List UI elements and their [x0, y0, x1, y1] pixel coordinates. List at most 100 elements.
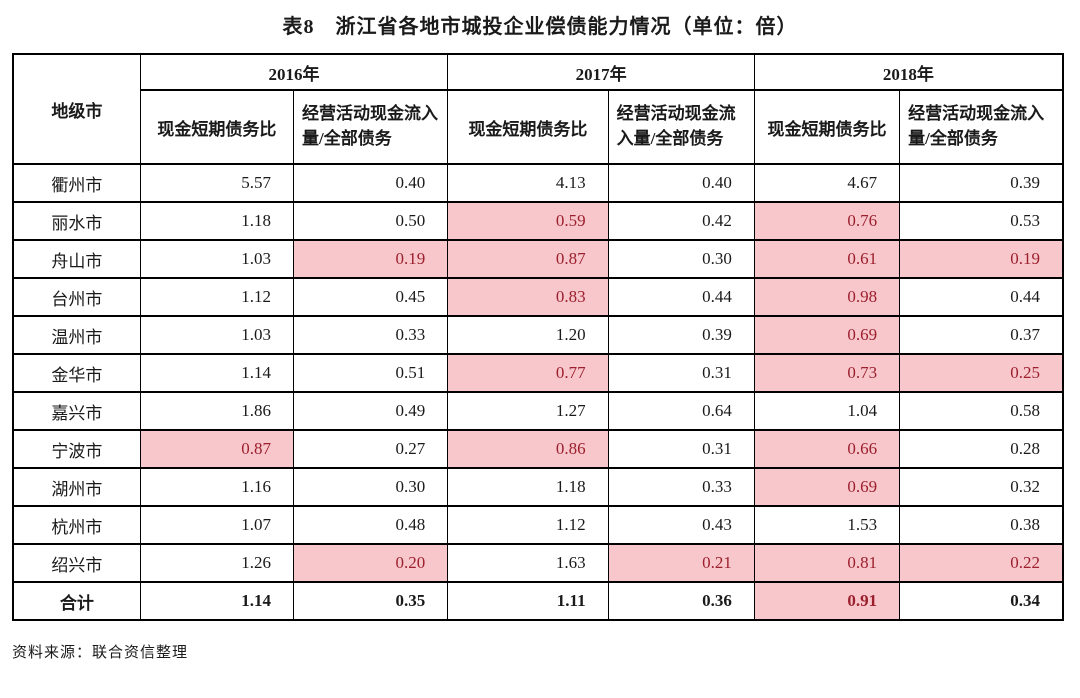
value-cell-highlighted: 0.86: [447, 429, 609, 469]
value-cell: 1.14: [139, 581, 295, 621]
value-cell-highlighted: 0.25: [899, 353, 1064, 393]
city-cell: 金华市: [12, 353, 141, 393]
value-cell: 1.04: [753, 391, 901, 431]
value-cell: 1.14: [139, 353, 295, 393]
total-row: 合计 1.14 0.35 1.11 0.36 0.91 0.34: [12, 581, 1064, 621]
sub-header-2016-cashflow: 经营活动现金流入量/全部债务: [293, 89, 449, 165]
value-cell-highlighted: 0.69: [753, 315, 901, 355]
value-cell: 0.40: [293, 163, 449, 203]
value-cell: 1.53: [753, 505, 901, 545]
value-cell-highlighted: 0.19: [899, 239, 1064, 279]
value-cell-highlighted: 0.20: [293, 543, 449, 583]
value-cell: 0.30: [607, 239, 755, 279]
value-cell: 0.49: [293, 391, 449, 431]
value-cell: 0.33: [293, 315, 449, 355]
value-cell: 0.28: [899, 429, 1064, 469]
value-cell: 1.27: [447, 391, 609, 431]
table-body: 衢州市 5.57 0.40 4.13 0.40 4.67 0.39 丽水市 1.18 0.50 0.…: [12, 163, 1064, 621]
value-cell: 0.50: [293, 201, 449, 241]
value-cell: 0.58: [899, 391, 1064, 431]
value-cell: 0.42: [607, 201, 755, 241]
value-cell: 0.31: [607, 353, 755, 393]
value-cell-highlighted: 0.91: [753, 581, 901, 621]
value-cell-highlighted: 0.73: [753, 353, 901, 393]
city-cell: 丽水市: [12, 201, 141, 241]
city-cell: 宁波市: [12, 429, 141, 469]
value-cell: 1.18: [447, 467, 609, 507]
value-cell: 1.03: [139, 239, 295, 279]
value-cell: 0.37: [899, 315, 1064, 355]
value-cell: 0.40: [607, 163, 755, 203]
table-row: 宁波市 0.87 0.27 0.86 0.31 0.66 0.28: [12, 429, 1064, 469]
value-cell: 0.64: [607, 391, 755, 431]
value-cell-highlighted: 0.98: [753, 277, 901, 317]
value-cell-highlighted: 0.87: [447, 239, 609, 279]
value-cell: 0.39: [899, 163, 1064, 203]
value-cell: 0.44: [899, 277, 1064, 317]
value-cell: 1.16: [139, 467, 295, 507]
value-cell: 1.86: [139, 391, 295, 431]
value-cell: 0.36: [607, 581, 755, 621]
value-cell: 0.30: [293, 467, 449, 507]
value-cell: 0.51: [293, 353, 449, 393]
page-title: 表8 浙江省各地市城投企业偿债能力情况（单位：倍）: [282, 16, 798, 38]
value-cell: 0.43: [607, 505, 755, 545]
value-cell-highlighted: 0.87: [139, 429, 295, 469]
table-row: 舟山市 1.03 0.19 0.87 0.30 0.61 0.19: [12, 239, 1064, 279]
value-cell: 0.38: [899, 505, 1064, 545]
value-cell: 4.13: [447, 163, 609, 203]
table-row: 台州市 1.12 0.45 0.83 0.44 0.98 0.44: [12, 277, 1064, 317]
value-cell: 0.27: [293, 429, 449, 469]
city-cell: 合计: [12, 581, 141, 621]
table-row: 嘉兴市 1.86 0.49 1.27 0.64 1.04 0.58: [12, 391, 1064, 431]
city-cell: 衢州市: [12, 163, 141, 203]
debt-capacity-table: 地级市 2016年 2017年 2018年 现金短期债务比 经营活动现金流入量/…: [12, 53, 1064, 621]
value-cell: 0.45: [293, 277, 449, 317]
value-cell: 1.11: [447, 581, 609, 621]
value-cell: 1.03: [139, 315, 295, 355]
city-cell: 嘉兴市: [12, 391, 141, 431]
value-cell: 0.31: [607, 429, 755, 469]
table-row: 杭州市 1.07 0.48 1.12 0.43 1.53 0.38: [12, 505, 1064, 545]
table-header: 地级市 2016年 2017年 2018年 现金短期债务比 经营活动现金流入量/…: [12, 53, 1064, 165]
value-cell: 0.35: [293, 581, 449, 621]
value-cell-highlighted: 0.19: [293, 239, 449, 279]
sub-header-2016-cash-ratio: 现金短期债务比: [139, 89, 295, 165]
table-row: 绍兴市 1.26 0.20 1.63 0.21 0.81 0.22: [12, 543, 1064, 583]
table-row: 金华市 1.14 0.51 0.77 0.31 0.73 0.25: [12, 353, 1064, 393]
value-cell-highlighted: 0.77: [447, 353, 609, 393]
value-cell-highlighted: 0.59: [447, 201, 609, 241]
value-cell: 1.26: [139, 543, 295, 583]
value-cell: 1.07: [139, 505, 295, 545]
corner-header-city: 地级市: [12, 53, 141, 165]
table-row: 衢州市 5.57 0.40 4.13 0.40 4.67 0.39: [12, 163, 1064, 203]
value-cell: 5.57: [139, 163, 295, 203]
value-cell-highlighted: 0.21: [607, 543, 755, 583]
value-cell-highlighted: 0.66: [753, 429, 901, 469]
value-cell: 0.53: [899, 201, 1064, 241]
value-cell-highlighted: 0.83: [447, 277, 609, 317]
year-header-2016: 2016年: [139, 53, 449, 91]
value-cell: 0.48: [293, 505, 449, 545]
value-cell-highlighted: 0.61: [753, 239, 901, 279]
value-cell: 0.44: [607, 277, 755, 317]
city-cell: 湖州市: [12, 467, 141, 507]
table-row: 丽水市 1.18 0.50 0.59 0.42 0.76 0.53: [12, 201, 1064, 241]
city-cell: 杭州市: [12, 505, 141, 545]
value-cell-highlighted: 0.69: [753, 467, 901, 507]
value-cell: 1.63: [447, 543, 609, 583]
source-note: 资料来源：联合资信整理: [12, 645, 189, 661]
sub-header-2018-cash-ratio: 现金短期债务比: [753, 89, 901, 165]
city-cell: 绍兴市: [12, 543, 141, 583]
value-cell: 0.34: [899, 581, 1064, 621]
sub-header-2018-cashflow: 经营活动现金流入量/全部债务: [899, 89, 1064, 165]
value-cell: 1.12: [447, 505, 609, 545]
year-header-row: 地级市 2016年 2017年 2018年: [12, 53, 1064, 165]
city-cell: 舟山市: [12, 239, 141, 279]
city-cell: 温州市: [12, 315, 141, 355]
year-header-2017: 2017年: [447, 53, 755, 91]
sub-header-2017-cashflow: 经营活动现金流入量/全部债务: [607, 89, 755, 165]
value-cell: 1.12: [139, 277, 295, 317]
sub-header-row: 现金短期债务比 经营活动现金流入量/全部债务 现金短期债务比 经营活动现金流入量…: [13, 89, 1064, 165]
value-cell-highlighted: 0.76: [753, 201, 901, 241]
